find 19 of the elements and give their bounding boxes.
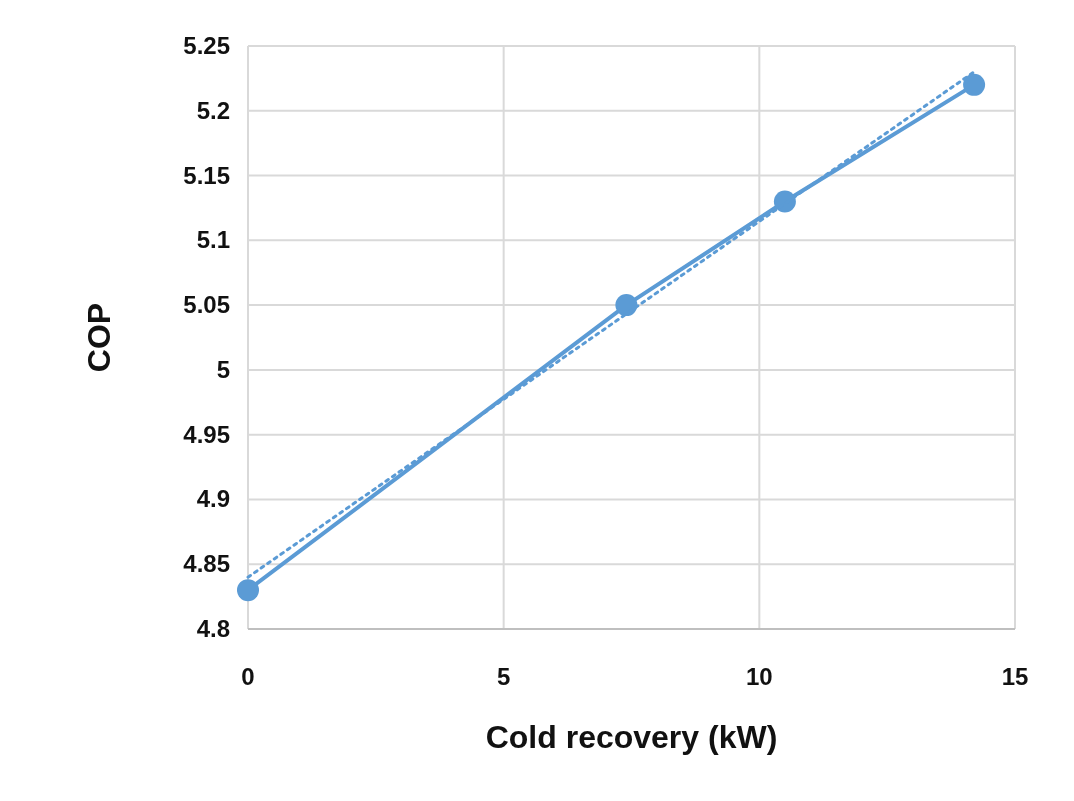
y-tick-label: 5 (216, 355, 230, 383)
x-axis-title: Cold recovery (kW) (485, 719, 778, 755)
y-tick-label: 5.25 (183, 32, 230, 59)
y-tick-label: 4.9 (196, 485, 230, 513)
y-tick-label: 5.15 (183, 161, 230, 189)
point (237, 579, 259, 602)
y-tick-label: 5.05 (183, 291, 230, 319)
y-tick-label: 5.2 (196, 96, 230, 124)
y-tick-label: 4.85 (183, 550, 230, 578)
x-tick-label: 5 (496, 663, 511, 690)
point (963, 73, 986, 96)
x-tick-label: 0 (241, 663, 255, 690)
y-axis-title: COP (81, 302, 117, 373)
y-tick-label: 4.95 (183, 420, 230, 448)
y-tick-label: 5.1 (196, 226, 230, 254)
x-tick-label: 10 (745, 663, 773, 690)
x-tick-label: 15 (1001, 663, 1029, 690)
point (615, 294, 638, 317)
y-tick-label: 4.8 (196, 615, 230, 642)
